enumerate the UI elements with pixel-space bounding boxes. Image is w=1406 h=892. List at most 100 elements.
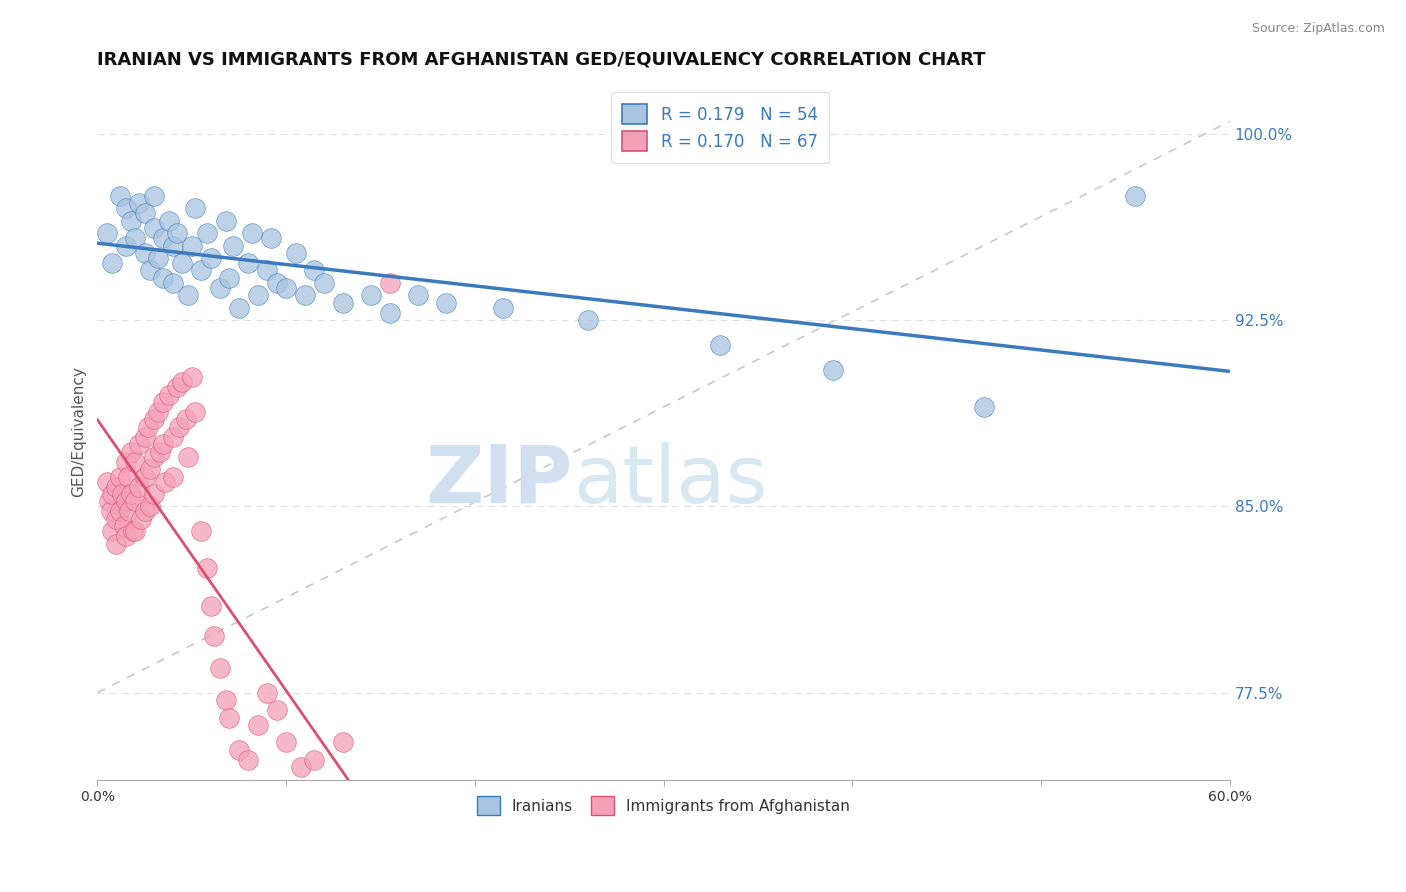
Point <box>143 412 166 426</box>
Point <box>208 281 231 295</box>
Point <box>105 536 128 550</box>
Point <box>177 450 200 464</box>
Point <box>378 276 401 290</box>
Point <box>120 487 142 501</box>
Point <box>492 301 515 315</box>
Point <box>238 753 260 767</box>
Point <box>215 693 238 707</box>
Point <box>284 246 307 260</box>
Point <box>215 213 238 227</box>
Point <box>120 444 142 458</box>
Point <box>228 743 250 757</box>
Point <box>105 512 128 526</box>
Point <box>139 462 162 476</box>
Point <box>200 251 222 265</box>
Point <box>162 238 184 252</box>
Point <box>167 420 190 434</box>
Point <box>228 301 250 315</box>
Point <box>246 718 269 732</box>
Point <box>134 246 156 260</box>
Point <box>101 487 124 501</box>
Point <box>108 469 131 483</box>
Point <box>152 437 174 451</box>
Point <box>240 226 263 240</box>
Point <box>184 405 207 419</box>
Point <box>202 628 225 642</box>
Point <box>112 519 135 533</box>
Point <box>166 380 188 394</box>
Point <box>124 455 146 469</box>
Point <box>274 735 297 749</box>
Point <box>332 735 354 749</box>
Point <box>378 305 401 319</box>
Point <box>136 420 159 434</box>
Point <box>143 487 166 501</box>
Y-axis label: GED/Equivalency: GED/Equivalency <box>72 367 86 498</box>
Point <box>134 430 156 444</box>
Point <box>124 524 146 539</box>
Point <box>208 661 231 675</box>
Point <box>114 455 136 469</box>
Point <box>304 263 326 277</box>
Point <box>122 524 145 539</box>
Point <box>114 529 136 543</box>
Point <box>823 363 845 377</box>
Point <box>709 338 731 352</box>
Point <box>101 256 124 270</box>
Point <box>143 221 166 235</box>
Point <box>114 494 136 508</box>
Point <box>260 231 283 245</box>
Point <box>118 504 141 518</box>
Point <box>134 469 156 483</box>
Point <box>256 686 278 700</box>
Point <box>134 504 156 518</box>
Point <box>124 231 146 245</box>
Point <box>218 271 240 285</box>
Point <box>180 370 202 384</box>
Point <box>129 512 152 526</box>
Point <box>139 263 162 277</box>
Point <box>162 276 184 290</box>
Point <box>139 500 162 514</box>
Point <box>146 405 169 419</box>
Point <box>195 226 218 240</box>
Point <box>117 469 139 483</box>
Point <box>108 189 131 203</box>
Point <box>152 231 174 245</box>
Point <box>238 256 260 270</box>
Point <box>218 710 240 724</box>
Point <box>177 288 200 302</box>
Point <box>274 281 297 295</box>
Point <box>190 263 212 277</box>
Point <box>114 238 136 252</box>
Point <box>195 561 218 575</box>
Point <box>172 375 194 389</box>
Point <box>143 189 166 203</box>
Point <box>97 494 120 508</box>
Point <box>124 494 146 508</box>
Point <box>101 524 124 539</box>
Point <box>973 400 995 414</box>
Point <box>105 479 128 493</box>
Point <box>96 226 118 240</box>
Text: ZIP: ZIP <box>426 442 574 519</box>
Point <box>360 288 382 302</box>
Point <box>120 213 142 227</box>
Point <box>155 475 177 489</box>
Point <box>266 276 288 290</box>
Point <box>162 469 184 483</box>
Point <box>111 487 134 501</box>
Point <box>294 288 316 302</box>
Point <box>162 430 184 444</box>
Point <box>96 475 118 489</box>
Legend: Iranians, Immigrants from Afghanistan: Iranians, Immigrants from Afghanistan <box>468 787 859 824</box>
Point <box>100 504 122 518</box>
Point <box>406 288 429 302</box>
Point <box>146 251 169 265</box>
Text: Source: ZipAtlas.com: Source: ZipAtlas.com <box>1251 22 1385 36</box>
Point <box>246 288 269 302</box>
Point <box>200 599 222 613</box>
Point <box>152 395 174 409</box>
Point <box>128 437 150 451</box>
Point <box>290 760 312 774</box>
